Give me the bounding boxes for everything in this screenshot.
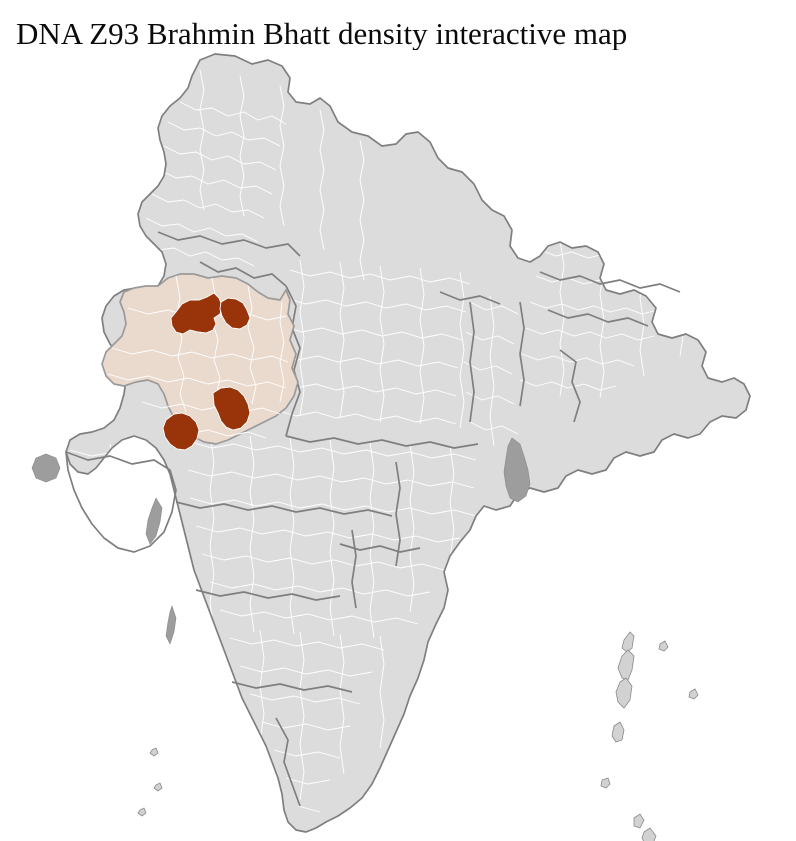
minicoy-island <box>149 747 159 757</box>
district-churu-east[interactable] <box>219 297 251 330</box>
india-mainland-fill[interactable] <box>65 53 751 833</box>
district-border-network <box>69 69 701 813</box>
lakshadweep-island-north <box>153 782 163 792</box>
nicobar-islands-south <box>633 813 645 829</box>
india-base-landmass <box>65 53 751 833</box>
north-andaman-island <box>621 631 635 653</box>
district-sikar-jhunjhunu[interactable] <box>170 292 223 335</box>
kutch-coastal-islets <box>31 453 61 483</box>
india-choropleth-map[interactable] <box>0 50 796 841</box>
rajasthan-district-lines <box>107 275 289 439</box>
little-andaman-island <box>611 721 625 743</box>
coastal-shadow-layer <box>31 437 531 645</box>
map-canvas[interactable] <box>0 50 796 841</box>
andaman-outlier-far-north <box>658 640 669 652</box>
andaman-outlier-north <box>688 688 699 700</box>
sundarbans-delta <box>503 437 531 503</box>
south-andaman-island <box>615 677 633 709</box>
andaman-nicobar-islands <box>137 631 699 841</box>
great-nicobar-island <box>641 827 657 841</box>
lakshadweep-island-south <box>137 807 147 817</box>
high-density-districts[interactable] <box>162 292 251 451</box>
rajasthan-outline <box>101 273 299 445</box>
malabar-coast-strip <box>165 605 177 645</box>
page-title: DNA Z93 Brahmin Bhatt density interactiv… <box>16 16 628 51</box>
middle-andaman-island <box>617 649 635 681</box>
konkan-coast-strip <box>145 497 163 545</box>
district-ratlam-neemuch[interactable] <box>212 386 251 431</box>
district-sirohi-banaskantha[interactable] <box>162 412 200 451</box>
car-nicobar-island <box>600 777 611 789</box>
